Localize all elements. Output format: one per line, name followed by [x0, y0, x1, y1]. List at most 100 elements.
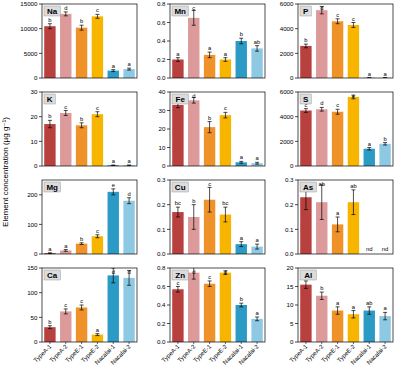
annotation: a [208, 45, 212, 51]
error-bar [48, 24, 52, 29]
annotation: e [352, 93, 355, 99]
bar [300, 46, 311, 78]
bar [332, 21, 343, 78]
annotation: a [368, 71, 372, 77]
y-tick [167, 342, 170, 343]
annotation: a [352, 304, 356, 310]
bars [44, 111, 135, 167]
y-tick [167, 254, 170, 255]
y-tick [167, 4, 170, 5]
y-tick [295, 204, 298, 205]
annotation: a [96, 327, 100, 333]
annotation: a [336, 210, 340, 216]
bar [76, 125, 87, 166]
bar [204, 127, 215, 166]
y-tick [295, 254, 298, 255]
x-tick [369, 342, 370, 344]
annotation: d [320, 5, 323, 11]
y-tick-label: 0 [34, 74, 38, 81]
error-bar [336, 109, 340, 114]
annotation: nd [382, 246, 388, 252]
annotation: a [48, 246, 52, 252]
bar [60, 14, 71, 78]
y-tick-label: 40 [159, 88, 166, 95]
y-tick-label: 2000 [280, 138, 294, 145]
annotation: b [383, 136, 386, 142]
frame [298, 180, 393, 254]
bar [44, 124, 55, 166]
annotation: a [383, 305, 387, 311]
x-tick [97, 342, 98, 344]
annotation: c [192, 5, 195, 11]
y-tick-label: 10000 [20, 25, 38, 32]
y-tick-label: 0.8 [157, 0, 166, 7]
error-bar [239, 161, 243, 163]
y-tick-label: 0 [162, 162, 166, 169]
annotation: b [80, 236, 83, 242]
x-tick [65, 342, 66, 344]
bars [300, 281, 391, 342]
title-box [44, 270, 60, 280]
frame [298, 4, 393, 78]
x-tick [305, 342, 306, 344]
annotation: b [304, 37, 307, 43]
x-tick [81, 342, 82, 344]
annotation: b [48, 319, 51, 325]
error-bar [64, 250, 68, 252]
bar [60, 250, 71, 254]
x-tick [321, 342, 322, 344]
title-box [44, 182, 60, 192]
annotation: b [48, 113, 51, 119]
y-tick [167, 147, 170, 148]
y-tick [295, 28, 298, 29]
annotation: b [192, 198, 195, 204]
error-bar [320, 185, 324, 220]
panel-title: Cu [175, 183, 186, 192]
y-tick-label: 150 [27, 264, 38, 271]
y-tick [167, 59, 170, 60]
panel-title: S [303, 95, 309, 104]
bar [123, 278, 134, 342]
annotation: c [352, 16, 355, 22]
error-bar [320, 107, 324, 111]
y-tick-label: 0.2 [285, 201, 294, 208]
bar [348, 97, 359, 166]
error-bar [80, 123, 84, 128]
y-tick [295, 229, 298, 230]
y-tick [167, 41, 170, 42]
error-bar [304, 109, 308, 113]
error-bar [351, 190, 355, 215]
y-tick-label: 0 [34, 250, 38, 257]
error-bar [383, 312, 387, 319]
y-tick-label: 10 [287, 301, 294, 308]
annotation: a [383, 71, 387, 77]
annotation: a [240, 235, 244, 241]
x-tick-label: Nacalai-2 [366, 343, 389, 366]
y-tick [167, 110, 170, 111]
x-tick-label: Nacalai-2 [238, 343, 261, 366]
y-tick [295, 305, 298, 306]
y-tick-label: 30 [31, 88, 38, 95]
bar [236, 162, 247, 166]
y-tick-label: 15000 [20, 0, 38, 7]
panel: 050001000015000bdbcaaNa [20, 0, 137, 81]
y-tick [295, 4, 298, 5]
error-bar [208, 122, 212, 133]
y-tick [295, 116, 298, 117]
bar [172, 212, 183, 254]
bar [300, 111, 311, 167]
error-bar [304, 44, 308, 48]
annotation: c [208, 274, 211, 280]
annotation: d [192, 93, 195, 99]
bar [108, 275, 119, 342]
annotation: a [112, 158, 116, 164]
annotation: c [224, 105, 227, 111]
error-bar [80, 25, 84, 30]
annotation: d [112, 269, 115, 275]
error-bar [64, 12, 68, 16]
y-tick-label: 15 [287, 283, 294, 290]
y-tick-label: 0.3 [285, 176, 294, 183]
annotation: a [224, 51, 228, 57]
error-bar [127, 68, 131, 70]
error-bar [48, 326, 52, 329]
